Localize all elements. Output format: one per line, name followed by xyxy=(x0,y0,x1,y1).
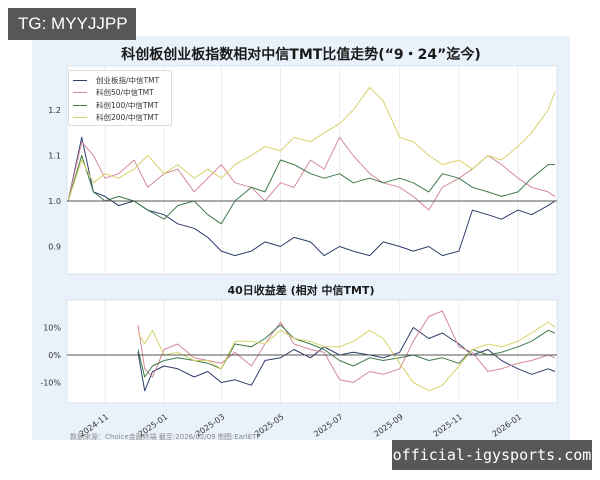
legend-swatch xyxy=(73,104,87,106)
y-tick-label: 0% xyxy=(48,351,61,360)
legend-label: 创业板指/中信TMT xyxy=(96,75,160,85)
y-tick-label: 0.9 xyxy=(48,243,61,252)
x-tick-label: 2025-09 xyxy=(372,412,405,439)
legend-label: 科创100/中信TMT xyxy=(96,100,159,110)
sub-plot-area xyxy=(66,299,558,404)
x-tick-label: 2024-11 xyxy=(78,412,111,439)
y-tick-label: 1.2 xyxy=(48,106,61,115)
legend-item-star50: 科创50/中信TMT xyxy=(73,87,167,100)
legend-item-star200: 科创200/中信TMT xyxy=(73,112,167,125)
subchart-title: 40日收益差 (相对 中信TMT) xyxy=(227,284,375,297)
series-line-1 xyxy=(137,310,556,383)
legend-label: 科创50/中信TMT xyxy=(96,88,154,98)
y-tick-label: 10% xyxy=(43,324,61,333)
y-tick-label: 1.0 xyxy=(48,197,61,206)
watermark-bottom-right: official-igysports.com xyxy=(392,440,592,470)
legend-item-chinext: 创业板指/中信TMT xyxy=(73,74,167,87)
x-tick-label: 2025-01 xyxy=(137,412,170,439)
series-line-3 xyxy=(137,321,556,392)
x-tick-label: 2025-07 xyxy=(312,412,345,439)
watermark-top-left: TG: MYYJJPP xyxy=(8,8,136,40)
x-tick-label: 2025-03 xyxy=(194,412,227,439)
legend-item-star100: 科创100/中信TMT xyxy=(73,99,167,112)
series-line-2 xyxy=(67,155,555,225)
source-note: 数据来源：Choice金融终端 截至:2026/02/09 制图:EarlETF xyxy=(70,433,261,441)
series-line-3 xyxy=(67,86,556,202)
y-tick-label: -10% xyxy=(40,379,61,388)
y-tick-label: 1.1 xyxy=(48,152,61,161)
chart-title: 科创板创业板指数相对中信TMT比值走势(“9・24”迄今) xyxy=(121,47,481,63)
chart-legend: 创业板指/中信TMT 科创50/中信TMT 科创100/中信TMT 科创200/… xyxy=(68,70,172,126)
legend-swatch xyxy=(73,92,87,94)
x-tick-label: 2025-05 xyxy=(253,412,286,439)
legend-swatch xyxy=(73,79,87,81)
x-tick-label: 2026-01 xyxy=(491,412,524,439)
x-tick-label: 2025-11 xyxy=(431,412,464,439)
legend-swatch xyxy=(73,117,87,119)
legend-label: 科创200/中信TMT xyxy=(96,113,159,123)
